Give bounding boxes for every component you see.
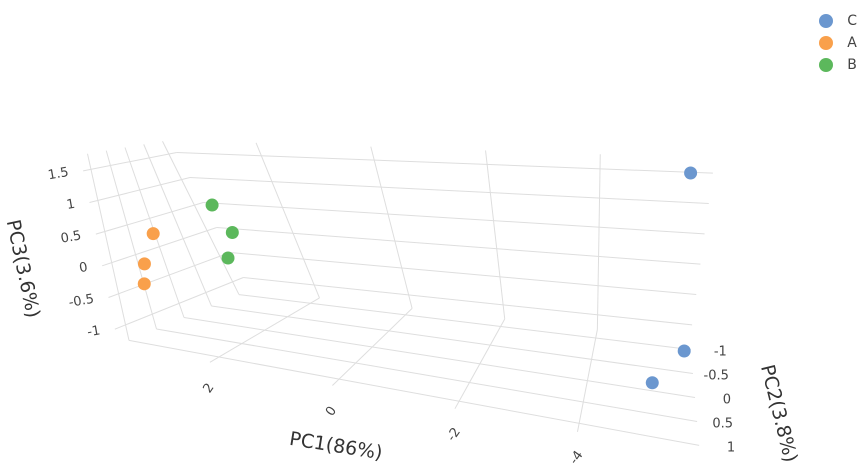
data-point-c[interactable]: [645, 376, 659, 390]
data-point-c[interactable]: [677, 344, 691, 358]
grid-line: [211, 305, 693, 375]
axis-titles: PC1(86%) PC2(3.8%) PC3(3.6%): [2, 218, 802, 465]
y-tick-label: 1: [727, 440, 735, 455]
data-point-b[interactable]: [225, 225, 239, 239]
grid-line: [114, 277, 244, 330]
x-tick-label: 2: [201, 381, 218, 396]
tick-labels: 2 0 -2 -4 -1 -0.5 0 0.5 1 -1 -0.5 0 0.5 1 1.5: [47, 165, 735, 467]
grid-line: [203, 202, 705, 235]
grid-line: [229, 252, 697, 295]
grid-line: [156, 328, 698, 422]
data-point-c[interactable]: [684, 166, 698, 180]
y-tick-label: -1: [714, 345, 727, 360]
grid-line: [83, 152, 177, 172]
legend-item-c[interactable]: C: [819, 10, 857, 32]
data-points: [137, 166, 698, 390]
legend-marker-c: [819, 14, 834, 28]
grid-line: [87, 153, 130, 341]
legend-marker-a: [819, 36, 834, 50]
legend: C A B: [819, 10, 857, 76]
z-tick-label: 1: [65, 197, 76, 213]
grid-line: [216, 227, 701, 265]
grid-line: [95, 202, 204, 235]
x-tick-label: 0: [323, 404, 340, 419]
grid-line: [102, 227, 217, 267]
legend-item-b[interactable]: B: [819, 54, 857, 76]
grid-line: [255, 142, 320, 299]
y-tick-label: 0.5: [712, 416, 733, 431]
grid-line: [189, 177, 709, 204]
x-tick-label: -2: [444, 425, 464, 444]
legend-label-b: B: [847, 57, 857, 73]
grid-line: [596, 154, 601, 330]
data-point-b[interactable]: [205, 198, 219, 212]
grid-line: [128, 339, 700, 446]
data-point-a[interactable]: [137, 277, 151, 291]
legend-item-a[interactable]: A: [819, 32, 857, 54]
z-tick-label: 0: [78, 260, 89, 276]
x-axis-title: PC1(86%): [288, 428, 384, 464]
grid-lines: [83, 141, 713, 446]
grid-line: [105, 150, 157, 330]
z-tick-label: 1.5: [47, 165, 70, 183]
data-point-a[interactable]: [146, 227, 160, 241]
z-tick-label: -1: [86, 323, 101, 340]
grid-line: [162, 141, 240, 295]
data-point-a[interactable]: [137, 257, 151, 271]
grid-line: [89, 177, 191, 203]
x-tick-label: -4: [567, 448, 587, 467]
grid-line: [143, 144, 212, 307]
legend-label-c: C: [847, 13, 857, 29]
legend-label-a: A: [847, 35, 857, 51]
z-axis-title: PC3(3.6%): [2, 218, 44, 320]
y-tick-label: 0: [723, 393, 731, 408]
grid-line: [176, 152, 713, 174]
z-tick-label: -0.5: [68, 292, 96, 311]
y-tick-label: -0.5: [704, 369, 729, 384]
grid-line: [243, 277, 693, 326]
grid-line: [238, 294, 691, 351]
z-tick-label: 0.5: [60, 228, 83, 246]
grid-line: [183, 317, 696, 398]
grid-line: [370, 146, 413, 309]
data-point-b[interactable]: [221, 251, 235, 265]
grid-line: [485, 150, 506, 320]
y-axis-title: PC2(3.8%): [756, 362, 802, 464]
grid-line: [108, 252, 231, 298]
legend-marker-b: [819, 58, 834, 72]
